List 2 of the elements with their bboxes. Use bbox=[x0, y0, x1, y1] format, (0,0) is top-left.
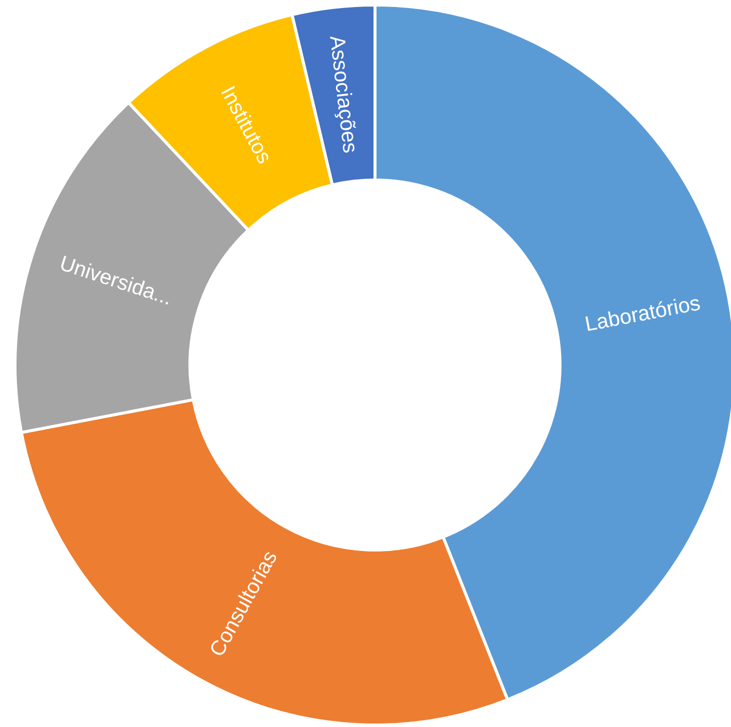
slice-label: Laboratórios bbox=[583, 292, 702, 336]
slice-label: Associações bbox=[325, 34, 362, 154]
